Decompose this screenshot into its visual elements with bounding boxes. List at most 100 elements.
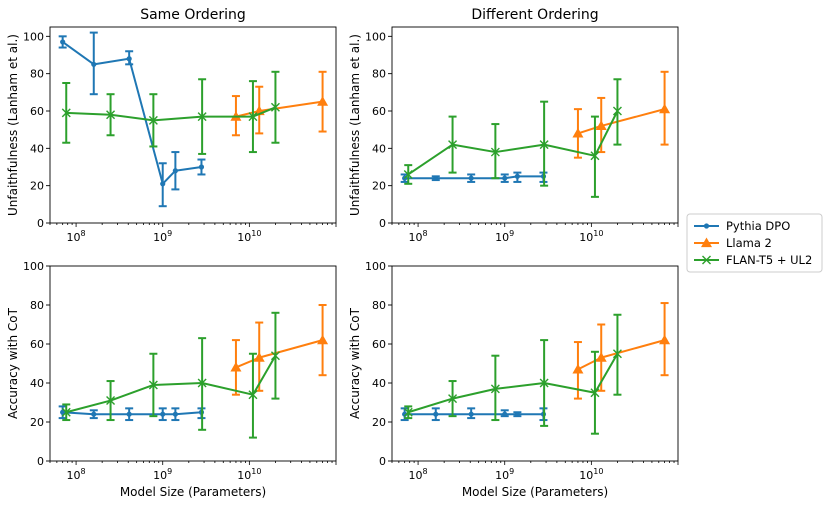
data-point (91, 61, 97, 67)
series-llama-2 (572, 70, 671, 159)
data-point (91, 411, 97, 417)
data-point (148, 115, 158, 125)
data-point (502, 175, 508, 181)
data-point (106, 396, 116, 406)
x-tick-label: 109 (495, 467, 514, 482)
legend: Pythia DPO Llama 2 FLAN-T5 + UL2 (686, 213, 823, 273)
data-point (502, 411, 508, 417)
series-line (407, 110, 619, 176)
y-tick-label: 20 (372, 416, 386, 429)
data-point (126, 56, 132, 62)
y-axis-label: Unfaithfulness (Lanham et al.) (348, 34, 362, 216)
data-point (317, 334, 329, 345)
subplot-2: 0 20 40 60 80 100 108 109 1010 Different Ordering… (348, 7, 679, 244)
data-point (490, 384, 500, 394)
y-tick-label: 0 (379, 455, 386, 468)
x-tick-label: 1010 (237, 229, 261, 244)
legend-label: FLAN-T5 + UL2 (726, 253, 812, 267)
y-tick-label: 0 (379, 217, 386, 230)
x-tick-label: 109 (495, 229, 514, 244)
subplot-grid: 0 20 40 60 80 100 108 109 1010 Same Ordering Unfai… (6, 7, 679, 499)
legend-entry: FLAN-T5 + UL2 (694, 253, 812, 267)
y-tick-label: 40 (30, 377, 44, 390)
x-tick-label: 1010 (579, 467, 603, 482)
data-point (160, 181, 166, 187)
series-llama-2 (230, 304, 329, 396)
data-point (253, 352, 265, 362)
series-line (577, 339, 665, 371)
series-flan-t5-ul2 (403, 78, 622, 198)
y-tick-label: 20 (30, 180, 44, 193)
data-point (702, 255, 711, 265)
y-tick-label: 80 (30, 68, 44, 81)
series-line (407, 353, 619, 414)
series-line (65, 355, 277, 414)
y-tick-label: 80 (30, 299, 44, 312)
series-line (62, 411, 202, 416)
legend-box (686, 213, 823, 273)
series-pythia-dpo (58, 31, 206, 208)
x-tick-label: 108 (67, 467, 86, 482)
data-point (403, 407, 413, 417)
series-pythia-dpo (400, 171, 548, 183)
data-point (590, 388, 600, 398)
data-point (61, 108, 71, 118)
data-point (595, 352, 607, 362)
data-point (490, 147, 500, 157)
x-tick-label: 108 (409, 467, 428, 482)
x-axis-label: Model Size (Parameters) (462, 485, 608, 499)
y-tick-label: 80 (372, 68, 386, 81)
data-point (701, 237, 712, 248)
plot-frame (391, 265, 679, 462)
data-point (160, 411, 166, 417)
chart-title: Same Ordering (140, 7, 246, 23)
legend-entry: Llama 2 (694, 236, 772, 250)
data-point (539, 140, 549, 150)
y-tick-label: 100 (23, 30, 44, 43)
series-line (235, 339, 323, 369)
y-tick-label: 100 (365, 260, 386, 273)
data-point (514, 411, 520, 417)
data-point (468, 175, 474, 181)
data-point (612, 349, 622, 359)
legend-label: Llama 2 (726, 236, 772, 250)
y-axis-label: Unfaithfulness (Lanham et al.) (6, 34, 20, 216)
legend-label: Pythia DPO (726, 219, 790, 233)
y-axis-label: Accuracy with CoT (6, 307, 20, 419)
series-line (62, 41, 202, 185)
data-point (126, 411, 132, 417)
series-flan-t5-ul2 (403, 313, 622, 435)
y-tick-label: 20 (30, 416, 44, 429)
data-point (148, 380, 158, 390)
series-flan-t5-ul2 (61, 70, 280, 155)
subplot-4: 0 20 40 60 80 100 108 109 1010 Accuracy with CoT M… (348, 260, 679, 499)
y-tick-label: 40 (30, 142, 44, 155)
x-tick-label: 108 (409, 229, 428, 244)
data-point (106, 110, 116, 120)
y-tick-label: 60 (372, 105, 386, 118)
data-point (703, 223, 710, 229)
subplot-1: 0 20 40 60 80 100 108 109 1010 Same Ordering Unfai… (6, 7, 337, 244)
data-point (468, 411, 474, 417)
data-point (60, 39, 66, 45)
series-line (577, 108, 665, 135)
data-point (433, 175, 439, 181)
data-point (317, 96, 329, 106)
data-point (590, 151, 600, 161)
x-tick-label: 1010 (237, 467, 261, 482)
y-tick-label: 60 (30, 105, 44, 118)
series-pythia-dpo (400, 407, 548, 422)
data-point (172, 411, 178, 417)
y-tick-label: 80 (372, 299, 386, 312)
series-llama-2 (572, 302, 671, 400)
series-flan-t5-ul2 (61, 311, 280, 439)
data-point (172, 168, 178, 174)
plot-frame (391, 26, 679, 224)
data-point (539, 378, 549, 388)
chart-title: Different Ordering (471, 7, 598, 23)
x-axis-label: Model Size (Parameters) (120, 485, 266, 499)
y-tick-label: 100 (23, 260, 44, 273)
data-point (659, 103, 671, 114)
data-point (248, 112, 258, 122)
